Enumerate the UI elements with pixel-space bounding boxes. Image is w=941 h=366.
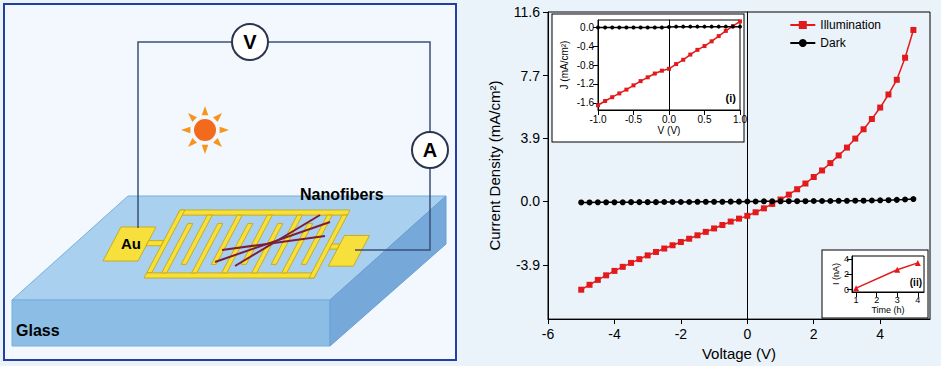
svg-text:-3.9: -3.9 (516, 257, 540, 273)
svg-text:0: 0 (743, 326, 751, 342)
svg-text:2: 2 (874, 295, 879, 305)
svg-text:4: 4 (844, 254, 849, 264)
svg-text:2: 2 (844, 269, 849, 279)
svg-text:Dark: Dark (820, 36, 846, 50)
svg-text:-0.8: -0.8 (577, 60, 595, 71)
svg-text:3: 3 (895, 295, 900, 305)
svg-text:Current Density (mA/cm²): Current Density (mA/cm²) (486, 81, 503, 251)
svg-text:-0.5: -0.5 (625, 114, 643, 125)
svg-text:-4: -4 (608, 326, 621, 342)
svg-text:-1.6: -1.6 (577, 97, 595, 108)
svg-text:0.0: 0.0 (521, 193, 541, 209)
svg-text:Illumination: Illumination (820, 18, 881, 32)
svg-text:A: A (423, 139, 437, 161)
svg-text:2: 2 (810, 326, 818, 342)
svg-text:0.0: 0.0 (580, 22, 594, 33)
svg-text:4: 4 (876, 326, 884, 342)
svg-text:-1.2: -1.2 (577, 78, 595, 89)
svg-text:J (mA/cm²): J (mA/cm²) (559, 41, 570, 90)
svg-text:0.5: 0.5 (698, 114, 712, 125)
svg-text:4: 4 (915, 295, 920, 305)
svg-text:(i): (i) (726, 92, 737, 104)
svg-text:-0.4: -0.4 (577, 41, 595, 52)
svg-text:I (nA): I (nA) (831, 263, 841, 285)
svg-text:3.9: 3.9 (521, 130, 541, 146)
svg-text:V: V (243, 31, 257, 53)
svg-text:-2: -2 (675, 326, 688, 342)
svg-text:11.6: 11.6 (514, 4, 540, 20)
svg-text:Au: Au (121, 235, 141, 252)
svg-text:Nanofibers: Nanofibers (300, 186, 384, 203)
svg-text:Time (h): Time (h) (871, 305, 904, 315)
svg-text:Glass: Glass (16, 322, 60, 339)
svg-text:1: 1 (854, 295, 859, 305)
svg-text:1.0: 1.0 (733, 114, 747, 125)
svg-text:-6: -6 (542, 326, 555, 342)
svg-text:0.0: 0.0 (662, 114, 676, 125)
svg-text:V (V): V (V) (658, 125, 681, 136)
svg-text:(ii): (ii) (910, 277, 922, 288)
svg-text:Voltage (V): Voltage (V) (702, 345, 776, 362)
svg-text:0: 0 (844, 285, 849, 295)
svg-text:7.7: 7.7 (521, 68, 541, 84)
svg-text:-1.0: -1.0 (589, 114, 607, 125)
